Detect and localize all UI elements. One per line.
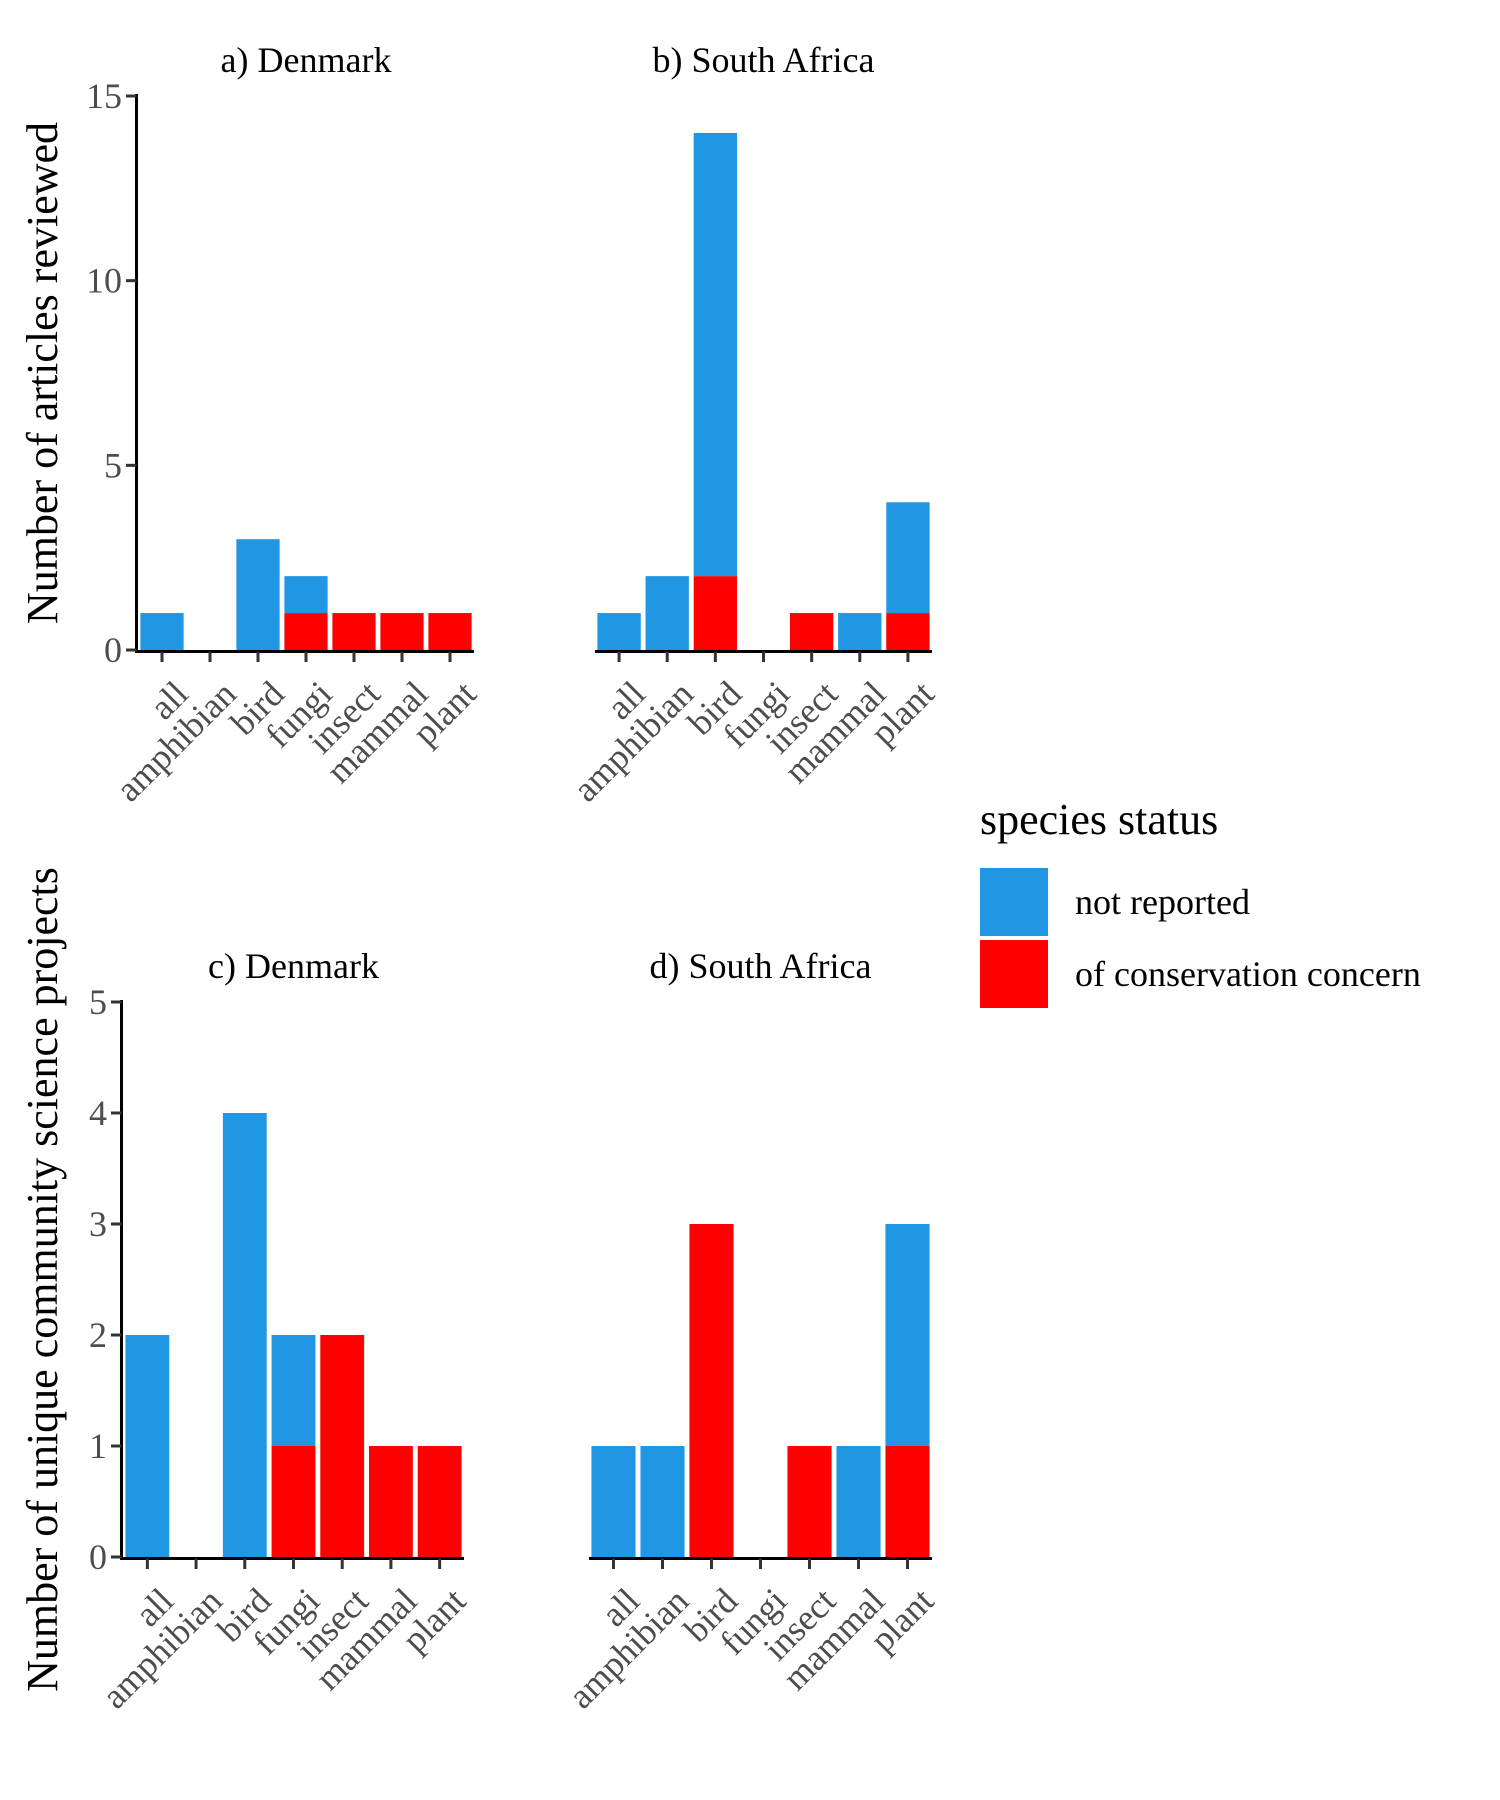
bar-a-fungi-conservation-concern (284, 613, 328, 650)
bar-d-insect-conservation-concern (787, 1446, 832, 1557)
bar-d-bird-conservation-concern (689, 1224, 734, 1557)
bar-c-mammal-conservation-concern (369, 1446, 413, 1557)
bar-a-all-not-reported (140, 613, 184, 650)
y-tick-label-c-3: 3 (89, 1204, 107, 1244)
bar-b-bird-not-reported (693, 132, 738, 577)
bar-a-insect-conservation-concern (332, 613, 376, 650)
legend-swatch-not-reported (980, 868, 1048, 936)
bar-d-mammal-not-reported (836, 1446, 881, 1557)
legend-label-not-reported: not reported (1075, 882, 1250, 922)
y-tick-label-a-10: 10 (86, 261, 122, 301)
y-tick-label-c-2: 2 (89, 1315, 107, 1355)
bar-b-mammal-not-reported (838, 613, 882, 650)
bar-a-mammal-conservation-concern (380, 613, 424, 650)
bar-d-amphibian-not-reported (640, 1446, 685, 1557)
bar-c-fungi-not-reported (271, 1335, 316, 1446)
panel-c: c) Denmarkallamphibianbirdfungiinsectmam… (89, 946, 473, 1716)
panel-title-a: a) Denmark (221, 40, 392, 80)
chart-panels: a) Denmarkallamphibianbirdfungiinsectmam… (86, 40, 942, 1716)
bar-d-plant-conservation-concern (885, 1446, 930, 1557)
legend-title: species status (980, 795, 1218, 844)
bar-b-bird-conservation-concern (693, 576, 738, 650)
panel-a: a) Denmarkallamphibianbirdfungiinsectmam… (86, 40, 484, 809)
panel-title-d: d) South Africa (650, 946, 872, 986)
bar-b-all-not-reported (597, 613, 641, 650)
bar-c-plant-conservation-concern (417, 1446, 462, 1557)
bar-b-plant-conservation-concern (886, 613, 930, 650)
bar-d-all-not-reported (591, 1446, 636, 1557)
legend-label-conservation-concern: of conservation concern (1075, 954, 1421, 994)
bar-c-bird-not-reported (222, 1113, 267, 1557)
bar-a-plant-conservation-concern (428, 613, 472, 650)
y-tick-label-c-4: 4 (89, 1093, 107, 1133)
y-axis-title-c: Number of unique community science proje… (18, 867, 67, 1692)
bar-a-fungi-not-reported (284, 576, 328, 614)
y-tick-label-c-5: 5 (89, 982, 107, 1022)
bar-b-insect-conservation-concern (789, 613, 834, 650)
y-tick-label-a-5: 5 (104, 445, 122, 485)
panel-b: b) South Africaallamphibianbirdfungiinse… (565, 40, 941, 809)
bar-d-plant-not-reported (885, 1224, 930, 1446)
bar-c-all-not-reported (125, 1335, 170, 1557)
y-axis-titles: Number of articles reviewed Number of uni… (18, 122, 67, 1692)
y-tick-label-a-0: 0 (104, 630, 122, 670)
y-axis-title-a: Number of articles reviewed (18, 122, 67, 624)
y-tick-label-c-1: 1 (89, 1426, 107, 1466)
panel-d: d) South Africaallamphibianbirdfungiinse… (561, 946, 942, 1716)
bar-c-fungi-conservation-concern (271, 1446, 316, 1557)
y-tick-label-a-15: 15 (86, 76, 122, 116)
bar-a-bird-not-reported (236, 539, 280, 650)
bar-b-amphibian-not-reported (645, 576, 689, 650)
panel-title-c: c) Denmark (208, 946, 379, 986)
panel-title-b: b) South Africa (653, 40, 875, 80)
bar-b-plant-not-reported (886, 502, 930, 614)
legend-swatch-conservation-concern (980, 940, 1048, 1008)
bar-c-insect-conservation-concern (320, 1335, 365, 1557)
legend: species status not reported of conservat… (980, 795, 1421, 1008)
y-tick-label-c-0: 0 (89, 1537, 107, 1577)
